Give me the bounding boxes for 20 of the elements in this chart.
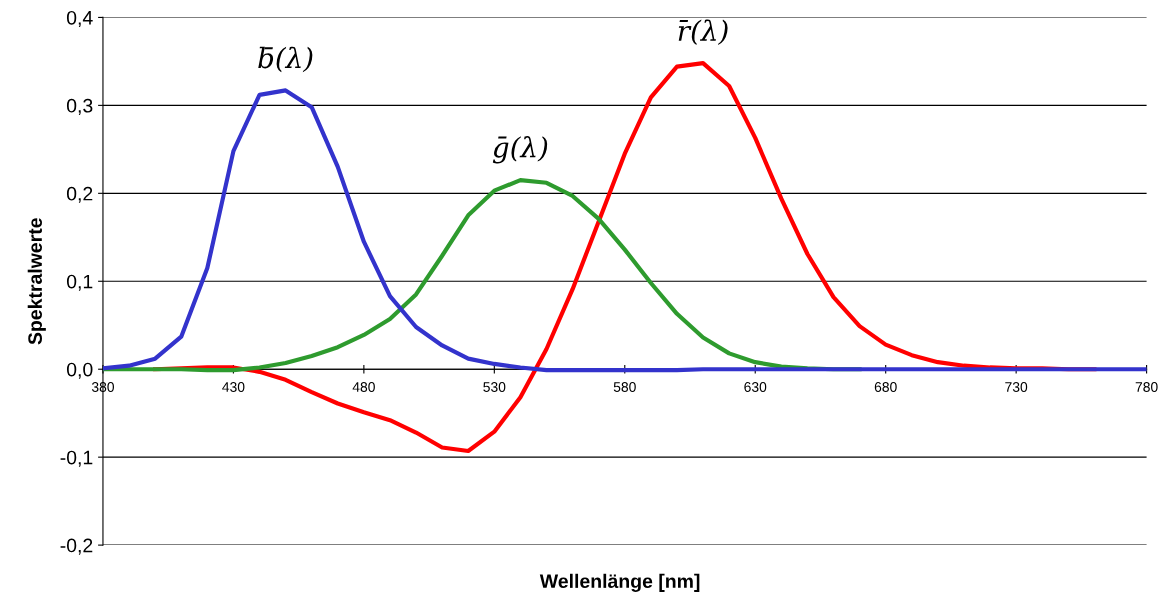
x-tick-label: 680 xyxy=(874,382,897,392)
y-tick-label: 0,2 xyxy=(66,186,93,203)
x-tick-label: 730 xyxy=(1005,382,1028,392)
x-tick-label: 430 xyxy=(222,382,245,392)
series-label: r̄(λ) xyxy=(678,19,728,46)
y-tick-label: 0,4 xyxy=(66,10,93,27)
x-tick-label: 480 xyxy=(352,382,375,392)
x-tick-label: 580 xyxy=(613,382,636,392)
y-tick-label: 0,1 xyxy=(66,274,93,291)
series-label: ḡ(λ) xyxy=(492,136,548,164)
x-axis-title: Wellenlänge [nm] xyxy=(539,573,700,592)
x-tick-label: 630 xyxy=(744,382,767,392)
y-axis-title: Spektralwerte xyxy=(27,218,46,345)
y-tick-label: -0,1 xyxy=(60,450,93,467)
x-tick-label: 530 xyxy=(483,382,506,392)
y-tick-label: 0,0 xyxy=(66,362,93,379)
series-label: b̄(λ) xyxy=(258,46,313,73)
y-tick-label: 0,3 xyxy=(66,98,93,115)
y-tick-label: -0,2 xyxy=(60,538,93,555)
x-tick-label: 780 xyxy=(1135,382,1158,392)
